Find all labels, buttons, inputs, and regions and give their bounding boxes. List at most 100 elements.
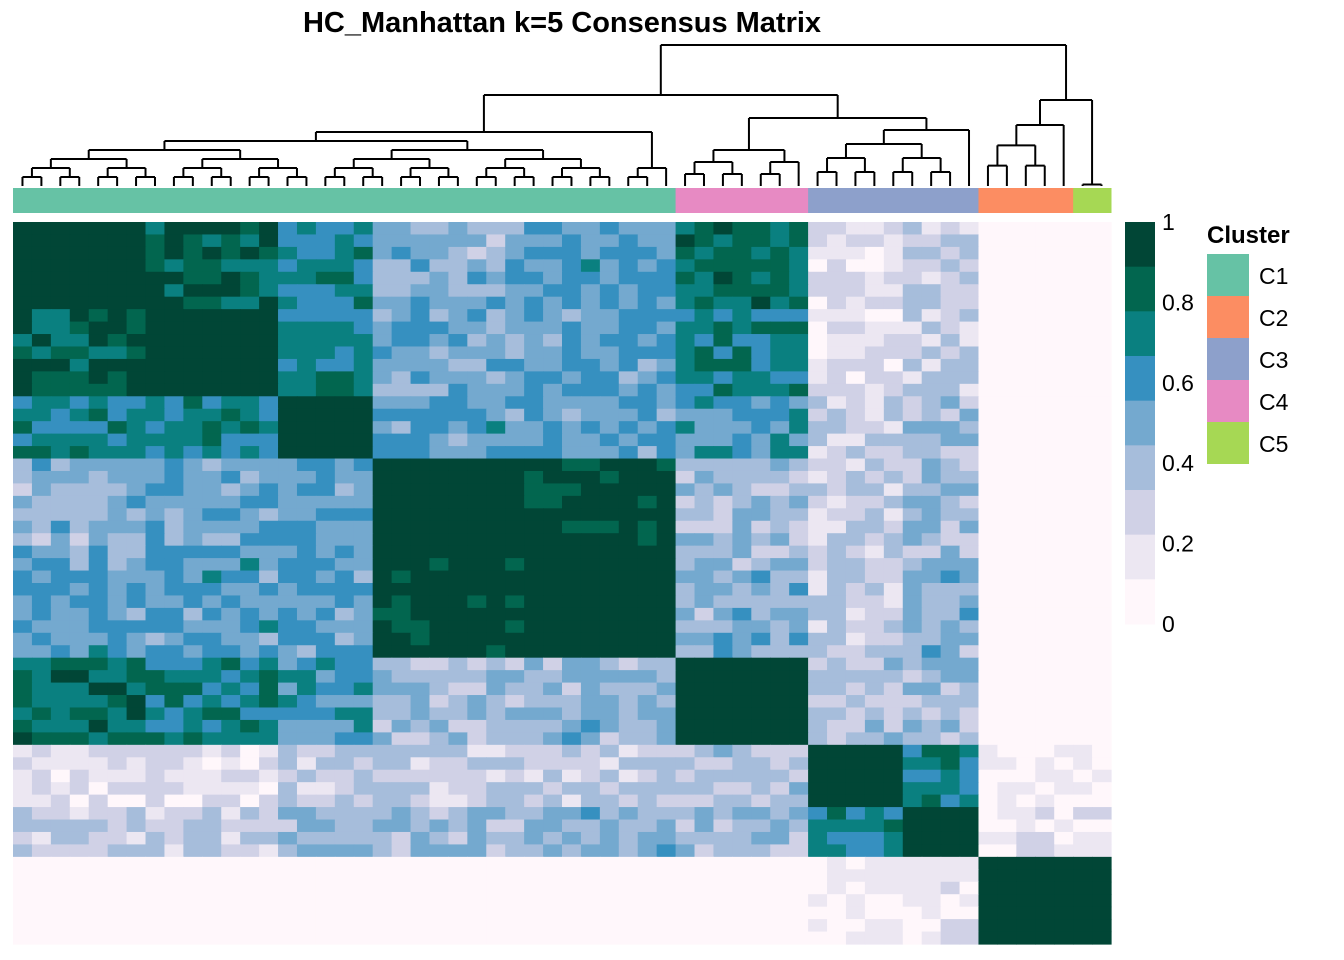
heatmap-cell bbox=[770, 234, 790, 248]
heatmap-cell bbox=[732, 296, 752, 310]
heatmap-cell bbox=[278, 508, 298, 522]
heatmap-cell bbox=[50, 296, 71, 310]
heatmap-cell bbox=[562, 831, 582, 846]
heatmap-cell bbox=[959, 222, 980, 236]
heatmap-cell bbox=[808, 831, 828, 846]
heatmap-cell bbox=[31, 222, 52, 236]
heatmap-cell bbox=[827, 284, 847, 298]
heatmap-cell bbox=[1073, 458, 1093, 472]
heatmap-cell bbox=[31, 259, 52, 273]
heatmap-cell bbox=[1035, 470, 1055, 485]
heatmap-cell bbox=[770, 346, 790, 360]
heatmap-cell bbox=[959, 931, 980, 945]
heatmap-cell bbox=[372, 396, 393, 410]
heatmap-cell bbox=[88, 769, 109, 783]
heatmap-cell bbox=[448, 707, 468, 721]
heatmap-cell bbox=[448, 520, 468, 534]
heatmap-cell bbox=[259, 396, 279, 410]
heatmap-cell bbox=[13, 657, 33, 671]
heatmap-cell bbox=[1035, 894, 1055, 908]
heatmap-cell bbox=[410, 844, 431, 858]
heatmap-cell bbox=[164, 495, 184, 509]
heatmap-cell bbox=[240, 383, 260, 397]
heatmap-cell bbox=[562, 234, 582, 248]
heatmap-cell bbox=[448, 607, 468, 621]
heatmap-cell bbox=[145, 284, 166, 298]
heatmap-cell bbox=[997, 620, 1017, 634]
heatmap-cell bbox=[13, 931, 33, 945]
heatmap-cell bbox=[278, 495, 298, 509]
heatmap-cell bbox=[599, 931, 620, 945]
heatmap-cell bbox=[770, 732, 790, 746]
heatmap-cell bbox=[505, 470, 525, 485]
heatmap-cell bbox=[448, 844, 468, 858]
heatmap-cell bbox=[845, 446, 866, 460]
heatmap-cell bbox=[1016, 309, 1036, 323]
legend-swatch-c3 bbox=[1207, 338, 1249, 380]
heatmap-cell bbox=[50, 657, 71, 671]
heatmap-cell bbox=[808, 396, 828, 410]
heatmap-cell bbox=[902, 570, 923, 584]
heatmap-cell bbox=[543, 259, 563, 273]
heatmap-cell bbox=[448, 881, 468, 895]
heatmap-cell bbox=[50, 421, 71, 435]
heatmap-cell bbox=[675, 383, 696, 397]
heatmap-cell bbox=[770, 371, 790, 385]
heatmap-cell bbox=[50, 358, 71, 372]
heatmap-cell bbox=[315, 794, 336, 808]
heatmap-cell bbox=[562, 919, 582, 933]
heatmap-cell bbox=[467, 346, 487, 360]
heatmap-cell bbox=[921, 620, 942, 634]
heatmap-cell bbox=[221, 906, 241, 920]
heatmap-cell bbox=[505, 807, 525, 821]
heatmap-cell bbox=[845, 234, 866, 248]
heatmap-cell bbox=[353, 358, 374, 372]
heatmap-cell bbox=[599, 371, 620, 385]
heatmap-cell bbox=[827, 259, 847, 273]
heatmap-cell bbox=[902, 533, 923, 547]
heatmap-cell bbox=[883, 508, 904, 522]
heatmap-cell bbox=[278, 707, 298, 721]
heatmap-cell bbox=[770, 458, 790, 472]
heatmap-cell bbox=[732, 695, 752, 709]
heatmap-cell bbox=[31, 309, 52, 323]
heatmap-cell bbox=[959, 433, 980, 447]
heatmap-cell bbox=[448, 744, 468, 758]
heatmap-cell bbox=[524, 769, 544, 783]
heatmap-cell bbox=[827, 433, 847, 447]
heatmap-cell bbox=[164, 657, 184, 671]
heatmap-cell bbox=[334, 495, 355, 509]
heatmap-cell bbox=[164, 259, 184, 273]
heatmap-cell bbox=[808, 570, 828, 584]
heatmap-cell bbox=[1054, 807, 1074, 821]
heatmap-cell bbox=[732, 794, 752, 808]
heatmap-cell bbox=[770, 483, 790, 497]
heatmap-cell bbox=[467, 769, 487, 783]
heatmap-cell bbox=[656, 520, 677, 534]
heatmap-cell bbox=[524, 495, 544, 509]
heatmap-cell bbox=[13, 408, 33, 422]
heatmap-cell bbox=[13, 309, 33, 323]
colorbar-tick-label: 0.2 bbox=[1162, 531, 1194, 557]
heatmap-cell bbox=[164, 794, 184, 808]
heatmap-cell bbox=[1035, 222, 1055, 236]
heatmap-cell bbox=[145, 520, 166, 534]
heatmap-cell bbox=[618, 794, 639, 808]
heatmap-cell bbox=[543, 446, 563, 460]
heatmap-cell bbox=[221, 508, 241, 522]
heatmap-cell bbox=[1016, 508, 1036, 522]
heatmap-cell bbox=[240, 807, 260, 821]
heatmap-cell bbox=[429, 607, 450, 621]
heatmap-cell bbox=[732, 246, 752, 260]
heatmap-cell bbox=[372, 707, 393, 721]
heatmap-cell bbox=[410, 657, 431, 671]
heatmap-cell bbox=[202, 234, 222, 248]
heatmap-cell bbox=[940, 371, 961, 385]
heatmap-cell bbox=[467, 334, 487, 348]
heatmap-cell bbox=[391, 433, 412, 447]
heatmap-cell bbox=[524, 271, 544, 285]
heatmap-cell bbox=[183, 446, 203, 460]
heatmap-cell bbox=[88, 458, 109, 472]
heatmap-cell bbox=[789, 657, 809, 671]
heatmap-cell bbox=[240, 495, 260, 509]
